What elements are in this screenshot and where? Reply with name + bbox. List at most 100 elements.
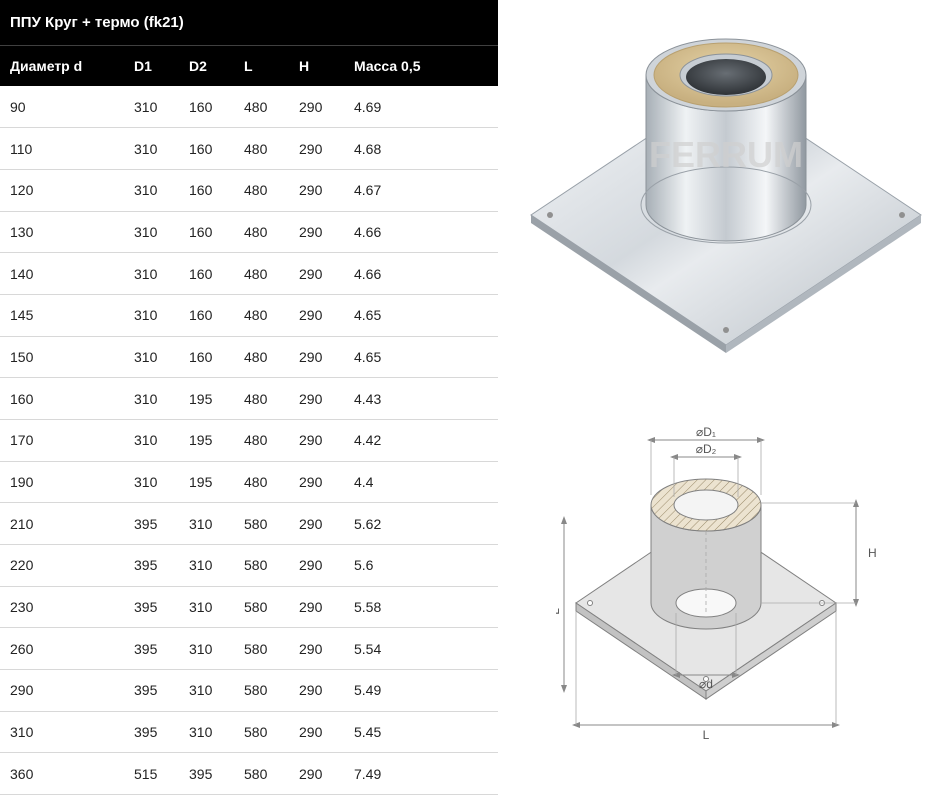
table-cell: 4.68 <box>350 128 498 170</box>
table-cell: 480 <box>240 419 295 461</box>
table-cell: 580 <box>240 628 295 670</box>
table-cell: 7.49 <box>350 753 498 795</box>
table-cell: 290 <box>295 753 350 795</box>
table-cell: 480 <box>240 378 295 420</box>
table-cell: 580 <box>240 544 295 586</box>
table-cell: 210 <box>0 503 130 545</box>
page-layout: ППУ Круг + термо (fk21) Диаметр d D1 D2 … <box>0 0 935 795</box>
table-cell: 290 <box>295 169 350 211</box>
table-cell: 480 <box>240 336 295 378</box>
table-cell: 310 <box>130 378 185 420</box>
table-cell: 160 <box>0 378 130 420</box>
table-row: 1603101954802904.43 <box>0 378 498 420</box>
table-cell: 5.49 <box>350 669 498 711</box>
table-cell: 195 <box>185 378 240 420</box>
table-row: 1203101604802904.67 <box>0 169 498 211</box>
table-cell: 310 <box>0 711 130 753</box>
table-row: 2203953105802905.6 <box>0 544 498 586</box>
table-cell: 130 <box>0 211 130 253</box>
rivet-icon <box>547 212 553 218</box>
table-cell: 4.69 <box>350 86 498 128</box>
watermark-text: FERRUM <box>649 134 803 175</box>
table-cell: 4.4 <box>350 461 498 503</box>
table-cell: 480 <box>240 253 295 295</box>
table-title: ППУ Круг + термо (fk21) <box>0 0 498 46</box>
table-cell: 5.58 <box>350 586 498 628</box>
drawing-top-inner <box>674 490 738 520</box>
table-cell: 5.62 <box>350 503 498 545</box>
table-cell: 160 <box>185 169 240 211</box>
table-cell: 290 <box>295 419 350 461</box>
table-cell: 480 <box>240 211 295 253</box>
table-row: 1103101604802904.68 <box>0 128 498 170</box>
table-cell: 110 <box>0 128 130 170</box>
col-header-diameter: Диаметр d <box>0 46 130 87</box>
table-cell: 310 <box>130 461 185 503</box>
table-cell: 310 <box>130 419 185 461</box>
rivet-icon <box>899 212 905 218</box>
table-cell: 260 <box>0 628 130 670</box>
table-row: 3605153955802907.49 <box>0 753 498 795</box>
table-row: 1403101604802904.66 <box>0 253 498 295</box>
dim-label-d1: ⌀D₁ <box>696 425 716 439</box>
table-cell: 290 <box>295 586 350 628</box>
col-header-d2: D2 <box>185 46 240 87</box>
dim-label-d: ⌀d <box>699 677 713 691</box>
table-cell: 290 <box>295 128 350 170</box>
dim-label-d2: ⌀D₂ <box>696 442 717 456</box>
table-row: 2303953105802905.58 <box>0 586 498 628</box>
technical-drawing: ⌀D₁ ⌀D₂ ⌀d L L H <box>556 425 896 755</box>
table-row: 2103953105802905.62 <box>0 503 498 545</box>
table-cell: 310 <box>130 294 185 336</box>
table-cell: 480 <box>240 169 295 211</box>
table-cell: 290 <box>295 211 350 253</box>
table-cell: 580 <box>240 669 295 711</box>
table-cell: 310 <box>130 128 185 170</box>
table-cell: 515 <box>130 753 185 795</box>
photo-inner-hole <box>686 59 766 95</box>
table-cell: 160 <box>185 86 240 128</box>
table-cell: 290 <box>295 294 350 336</box>
table-cell: 290 <box>295 461 350 503</box>
table-cell: 395 <box>130 711 185 753</box>
col-header-h: H <box>295 46 350 87</box>
table-cell: 150 <box>0 336 130 378</box>
table-cell: 310 <box>185 503 240 545</box>
table-cell: 395 <box>130 544 185 586</box>
table-cell: 310 <box>185 711 240 753</box>
col-header-mass: Масса 0,5 <box>350 46 498 87</box>
table-cell: 290 <box>295 253 350 295</box>
table-row: 1903101954802904.4 <box>0 461 498 503</box>
drawing-hole <box>588 601 593 606</box>
table-cell: 310 <box>130 86 185 128</box>
table-cell: 5.45 <box>350 711 498 753</box>
table-cell: 310 <box>130 211 185 253</box>
table-cell: 4.66 <box>350 253 498 295</box>
table-cell: 310 <box>185 544 240 586</box>
dim-label-l-bottom: L <box>703 728 710 742</box>
table-cell: 580 <box>240 711 295 753</box>
table-cell: 290 <box>295 336 350 378</box>
table-cell: 190 <box>0 461 130 503</box>
table-row: 1503101604802904.65 <box>0 336 498 378</box>
table-cell: 480 <box>240 86 295 128</box>
table-cell: 290 <box>295 378 350 420</box>
table-cell: 310 <box>130 169 185 211</box>
table-cell: 5.6 <box>350 544 498 586</box>
spec-table: ППУ Круг + термо (fk21) Диаметр d D1 D2 … <box>0 0 498 795</box>
table-cell: 90 <box>0 86 130 128</box>
table-cell: 395 <box>185 753 240 795</box>
table-cell: 480 <box>240 461 295 503</box>
table-cell: 580 <box>240 586 295 628</box>
table-cell: 195 <box>185 461 240 503</box>
table-cell: 290 <box>0 669 130 711</box>
table-cell: 310 <box>185 628 240 670</box>
table-cell: 160 <box>185 253 240 295</box>
table-cell: 4.43 <box>350 378 498 420</box>
dim-label-l-left: L <box>556 608 562 615</box>
table-cell: 160 <box>185 211 240 253</box>
table-cell: 290 <box>295 86 350 128</box>
table-cell: 310 <box>130 336 185 378</box>
table-cell: 160 <box>185 128 240 170</box>
table-cell: 360 <box>0 753 130 795</box>
